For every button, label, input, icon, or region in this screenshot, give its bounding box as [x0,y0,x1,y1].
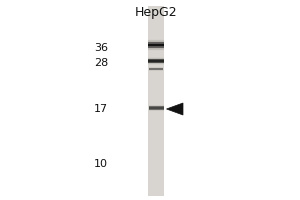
Bar [148,61,164,62]
Bar [148,42,164,43]
Bar [148,44,164,45]
Bar [149,68,163,69]
Polygon shape [167,103,183,115]
Bar [148,107,164,108]
Bar [148,57,164,58]
Bar [148,44,164,45]
Bar [148,40,164,41]
Bar [149,69,163,70]
Bar [149,68,163,69]
Text: 17: 17 [94,104,108,114]
Bar [148,61,164,62]
Bar [148,45,164,46]
Bar [148,48,164,49]
Bar [148,109,164,110]
Bar [148,62,164,63]
Text: 10: 10 [94,159,108,169]
Bar [148,62,164,63]
Text: 36: 36 [94,43,108,53]
Bar [148,110,164,111]
Bar [148,41,164,42]
Bar [148,45,164,46]
Bar [148,58,164,59]
Bar [149,70,163,71]
Bar [148,49,164,50]
Bar [148,47,164,48]
Bar [148,60,164,61]
Bar [148,108,164,109]
FancyBboxPatch shape [148,6,164,196]
Text: 28: 28 [94,58,108,68]
Bar [148,106,164,107]
Bar [149,67,163,68]
Bar [148,64,164,65]
Bar [148,50,164,51]
Bar [148,46,164,47]
Bar [148,106,164,107]
Bar [148,60,164,61]
Bar [148,49,164,50]
Bar [148,109,164,110]
Bar [148,105,164,106]
Bar [148,63,164,64]
Bar [148,59,164,60]
Text: HepG2: HepG2 [135,6,177,19]
Bar [148,40,164,41]
Bar [148,59,164,60]
Bar [148,47,164,48]
Bar [148,43,164,44]
Bar [148,39,164,40]
Bar [149,69,163,70]
Bar [148,42,164,43]
